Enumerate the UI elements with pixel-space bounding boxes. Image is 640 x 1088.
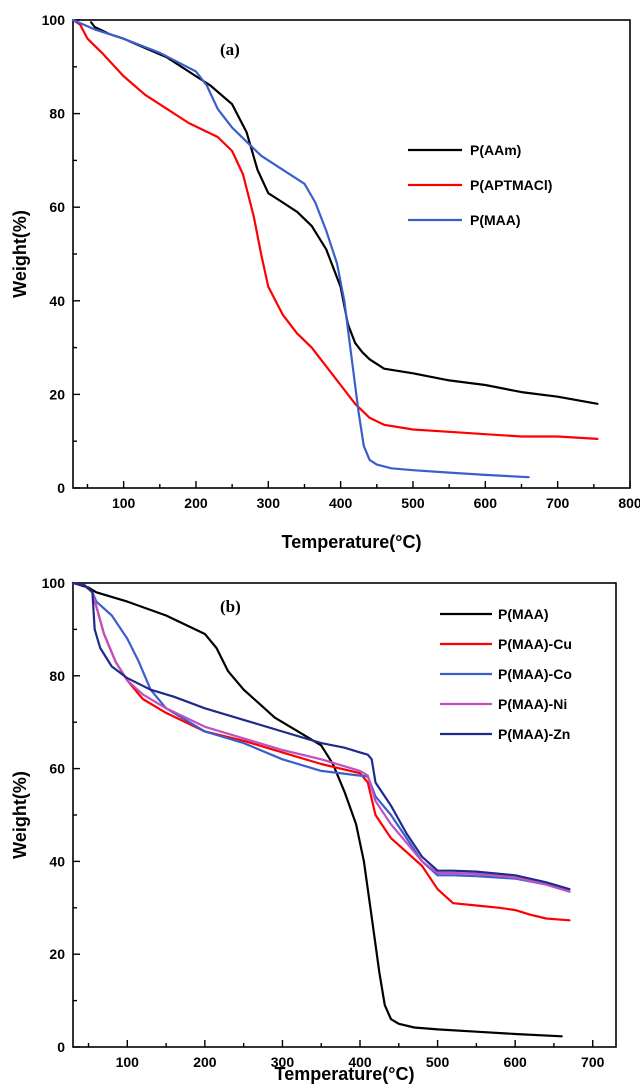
x-tick-label: 700 [581,1054,605,1070]
y-tick-label: 40 [49,293,65,309]
y-tick-label: 60 [49,761,65,777]
x-tick-label: 200 [184,495,208,511]
panel-a-tga-chart: 100 200 300 400 500 600 700 800 0 20 40 60 80 100 Temp… [10,12,640,552]
x-axis-title: Temperature(°C) [282,532,422,552]
y-tick-label: 40 [49,853,65,869]
y-tick-label: 60 [49,199,65,215]
series-line [71,581,571,891]
x-tick-label: 500 [401,495,425,511]
x-tick-label: 300 [257,495,281,511]
panel-b-tga-chart: 100 200 300 400 500 600 700 0 20 40 60 80 100 Tempera… [10,575,617,1084]
y-tick-label: 0 [57,1039,65,1055]
x-tick-label: 600 [474,495,498,511]
x-tick-label: 400 [348,1054,372,1070]
legend-label: P(MAA) [498,606,549,622]
x-tick-label: 600 [503,1054,527,1070]
x-tick-label: 300 [271,1054,295,1070]
x-tick-label: 500 [426,1054,450,1070]
legend-label: P(AAm) [470,142,521,158]
series-line [89,21,599,405]
plot-frame [72,582,617,1048]
series-line [71,581,571,922]
x-tick-label: 400 [329,495,353,511]
y-axis-title: Weight(%) [10,771,30,859]
x-tick-label: 100 [112,495,136,511]
y-tick-label: 80 [49,106,65,122]
series-line [71,581,571,893]
y-tick-label: 100 [42,12,66,28]
y-tick-label: 0 [57,480,65,496]
x-tick-label: 100 [116,1054,140,1070]
x-tick-label: 800 [618,495,640,511]
legend-label: P(MAA)-Ni [498,696,567,712]
legend-label: P(MAA)-Zn [498,726,570,742]
y-tick-label: 20 [49,946,65,962]
x-axis-title: Temperature(°C) [275,1064,415,1084]
series-line [71,581,571,893]
x-tick-label: 700 [546,495,570,511]
y-tick-label: 20 [49,386,65,402]
series-line [71,18,530,479]
legend-label: P(MAA)-Co [498,666,572,682]
y-tick-label: 80 [49,668,65,684]
y-axis-title: Weight(%) [10,210,30,298]
panel-label: (b) [220,597,241,616]
panel-label: (a) [220,40,240,59]
legend-label: P(MAA) [470,212,521,228]
series-line [71,581,563,1038]
legend-label: P(MAA)-Cu [498,636,572,652]
legend-label: P(APTMACl) [470,177,552,193]
plot-frame [72,19,631,489]
x-tick-label: 200 [193,1054,217,1070]
y-tick-label: 100 [42,575,66,591]
series-line [71,18,599,440]
